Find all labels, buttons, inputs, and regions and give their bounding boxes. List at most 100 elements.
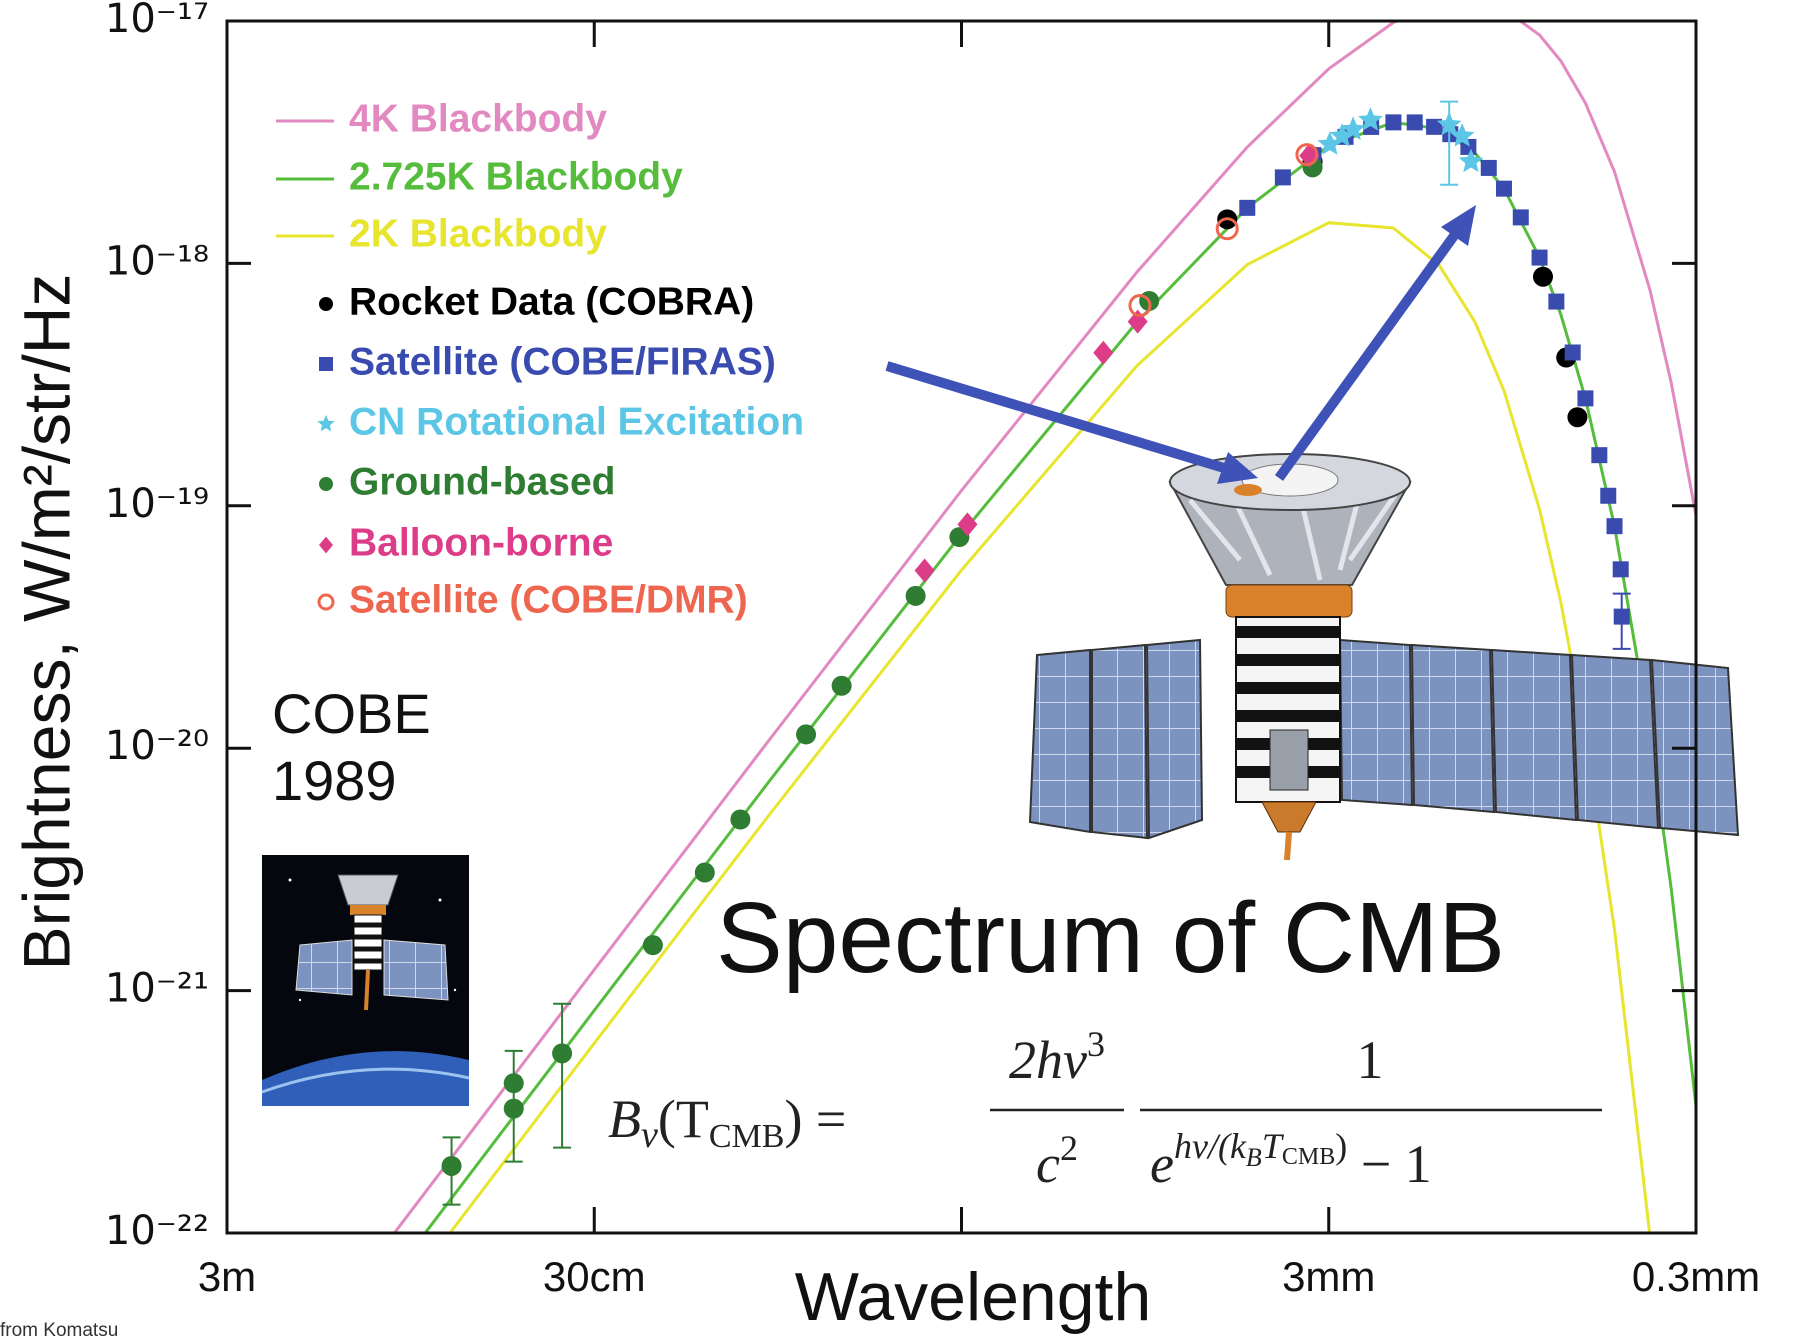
- marker-circle: [552, 1043, 572, 1063]
- y-axis-label: Brightness, W/m²/str/Hz: [9, 274, 83, 971]
- mini-ring: [350, 905, 386, 915]
- marker-circle: [504, 1073, 524, 1093]
- mini-panel-left: [296, 940, 352, 995]
- marker-square: [1481, 160, 1497, 176]
- body-box: [1270, 730, 1308, 790]
- formula-part: hν/(k: [1174, 1126, 1247, 1166]
- marker-star: [317, 415, 334, 432]
- formula-part: 2hν: [1009, 1030, 1087, 1090]
- boom: [1287, 832, 1289, 860]
- marker-square: [1591, 447, 1607, 463]
- star-dot: [439, 899, 442, 902]
- marker-circle: [442, 1156, 462, 1176]
- marker-circle: [796, 724, 816, 744]
- y-tick-label: 10⁻²¹: [105, 966, 209, 1012]
- legend-label: Balloon-borne: [349, 521, 613, 564]
- formula: Bν(TCMB) = 2hν3 c2 1 ehν/(kBTCMB) − 1: [608, 1024, 1602, 1194]
- marker-circle: [319, 477, 333, 491]
- formula-part: B: [608, 1089, 641, 1149]
- marker-square: [1496, 181, 1512, 197]
- formula-part: (T: [658, 1089, 709, 1149]
- formula-part: − 1: [1347, 1134, 1431, 1194]
- x-tick-label: 3mm: [1282, 1253, 1375, 1300]
- instrument: [1234, 484, 1262, 496]
- legend-label: 2K Blackbody: [349, 212, 607, 255]
- arrows: [887, 205, 1476, 484]
- marker-circle: [730, 809, 750, 829]
- formula-part: B: [1246, 1143, 1262, 1172]
- mission-name: COBE: [272, 682, 431, 745]
- formula-lhs: Bν(TCMB) =: [608, 1089, 846, 1156]
- fraction-denominator: c2: [1036, 1128, 1078, 1194]
- marker-square: [1577, 390, 1593, 406]
- mini-panel-right: [384, 940, 448, 1000]
- formula-part: ) =: [784, 1089, 846, 1149]
- marker-diamond: [319, 537, 333, 554]
- star-dot: [454, 989, 456, 991]
- marker-diamond: [915, 558, 935, 582]
- x-tick-label: 0.3mm: [1632, 1253, 1760, 1300]
- marker-square: [1275, 169, 1291, 185]
- y-tick-label: 10⁻²⁰: [105, 723, 209, 769]
- legend-label: 4K Blackbody: [349, 97, 607, 140]
- fraction-numerator: 2hν3: [1009, 1024, 1105, 1090]
- marker-square: [1607, 518, 1623, 534]
- marker-square: [1385, 114, 1401, 130]
- body-base: [1262, 802, 1316, 832]
- chart: 10⁻²² 10⁻²¹ 10⁻²⁰ 10⁻¹⁹ 10⁻¹⁸ 10⁻¹⁷ 3m 30cm 3mm 0…: [0, 0, 1797, 1340]
- solar-panel: [1092, 645, 1147, 838]
- solar-panel: [1147, 640, 1202, 838]
- formula-part: c: [1036, 1134, 1060, 1194]
- marker-circle: [643, 935, 663, 955]
- marker-square: [1565, 344, 1581, 360]
- formula-part: CMB: [709, 1118, 785, 1155]
- formula-part: ν: [641, 1114, 658, 1156]
- solar-panel: [1492, 650, 1576, 820]
- solar-panel: [1412, 645, 1494, 812]
- legend-label: CN Rotational Excitation: [349, 400, 804, 443]
- solar-panel: [1030, 650, 1090, 832]
- formula-part: 3: [1087, 1024, 1105, 1064]
- fraction-numerator: 1: [1357, 1030, 1384, 1090]
- y-tick-label: 10⁻¹⁹: [105, 481, 209, 527]
- y-tick-label: 10⁻²²: [105, 1208, 209, 1254]
- satellite-illustration: [1030, 454, 1738, 860]
- formula-part: CMB: [1282, 1144, 1335, 1170]
- marker-circle: [1533, 267, 1553, 287]
- marker-square: [1239, 200, 1255, 216]
- legend-label: Rocket Data (COBRA): [349, 280, 754, 323]
- fraction-denominator: ehν/(kBTCMB) − 1: [1150, 1126, 1432, 1194]
- formula-part: ): [1335, 1126, 1347, 1166]
- orange-ring: [1226, 585, 1352, 617]
- x-tick-label: 3m: [198, 1253, 256, 1300]
- formula-part: 1: [1357, 1030, 1384, 1090]
- formula-part: 2: [1060, 1128, 1078, 1168]
- marker-open-circle: [319, 595, 333, 609]
- legend-label: Ground-based: [349, 460, 616, 503]
- marker-circle: [695, 863, 715, 883]
- legend-label: Satellite (COBE/DMR): [349, 578, 748, 621]
- marker-square: [1614, 609, 1630, 625]
- legend-label: Satellite (COBE/FIRAS): [349, 340, 776, 383]
- arrow-shaft: [1279, 233, 1456, 478]
- marker-circle: [906, 586, 926, 606]
- marker-square: [1613, 561, 1629, 577]
- marker-square: [1600, 488, 1616, 504]
- marker-circle: [319, 297, 333, 311]
- marker-square: [1513, 209, 1529, 225]
- mini-boom: [366, 970, 368, 1010]
- y-tick-label: 10⁻¹⁷: [105, 0, 209, 42]
- formula-part: e: [1150, 1134, 1174, 1194]
- x-tick-label: 30cm: [543, 1253, 646, 1300]
- chart-title: Spectrum of CMB: [716, 882, 1505, 994]
- arrow-shaft: [887, 366, 1224, 468]
- y-tick-label: 10⁻¹⁸: [105, 238, 209, 284]
- marker-square: [319, 357, 333, 371]
- marker-square: [1548, 294, 1564, 310]
- x-axis-label: Wavelength: [795, 1259, 1152, 1335]
- marker-circle: [504, 1099, 524, 1119]
- star-dot: [299, 999, 301, 1001]
- solar-panel: [1340, 640, 1412, 805]
- marker-circle: [1567, 407, 1587, 427]
